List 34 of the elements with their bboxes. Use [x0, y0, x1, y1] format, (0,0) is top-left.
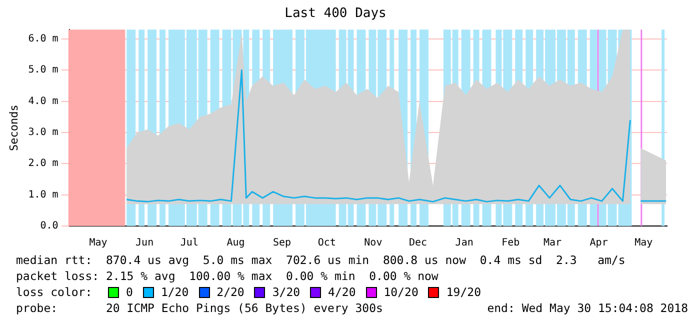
y-tick-label: 0.0	[40, 220, 58, 232]
text: 10/20	[384, 284, 418, 300]
y-tick-label: 4.0 m	[28, 96, 58, 107]
x-tick-label: Jun	[136, 238, 154, 249]
y-tick-label: 1.0 m	[28, 189, 58, 200]
chart-title: Last 400 Days	[284, 6, 386, 22]
y-tick-label: 2.0 m	[28, 158, 58, 170]
y-tick-label: 3.0 m	[28, 127, 58, 138]
x-tick-label: Mar	[543, 238, 562, 249]
y-tick-label: 5.0 m	[28, 64, 58, 76]
text: 19/20	[446, 284, 481, 300]
x-tick-label: Aug	[226, 238, 245, 249]
text: 0	[126, 284, 133, 300]
x-tick-label: Sep	[273, 238, 292, 249]
text: 1/20	[160, 284, 189, 300]
x-tick-label: Apr	[590, 238, 608, 249]
text: 4/20	[328, 284, 356, 300]
text: 3/20	[272, 284, 300, 300]
x-tick-label: May	[634, 238, 653, 249]
y-tick-label: 6.0 m	[28, 34, 58, 45]
y-axis-title: Seconds	[7, 104, 20, 151]
x-tick-label: Oct	[318, 238, 336, 249]
x-tick-label: Jan	[455, 238, 474, 249]
x-tick-label: Dec	[408, 238, 428, 249]
x-tick-label: Nov	[364, 238, 382, 249]
text: probe: 20 ICMP Echo Pings (56 Bytes) every 300s	[16, 300, 383, 316]
text: 2/20	[216, 284, 244, 300]
text: median rtt: 870.4 us avg 5.0 ms max 702.6 us min 800.8 us now 0.4 ms sd 2.3 am/s	[16, 252, 626, 268]
x-tick-label: Feb	[502, 238, 520, 249]
x-tick-label: May	[89, 238, 108, 249]
text: loss color:	[16, 284, 94, 300]
x-tick-label: Jul	[180, 238, 198, 249]
text: packet loss: 2.15 % avg 100.00 % max 0.00 % min 0.00 % now	[16, 268, 440, 284]
text: end: Wed May 30 15:04:08 2018	[487, 300, 688, 316]
